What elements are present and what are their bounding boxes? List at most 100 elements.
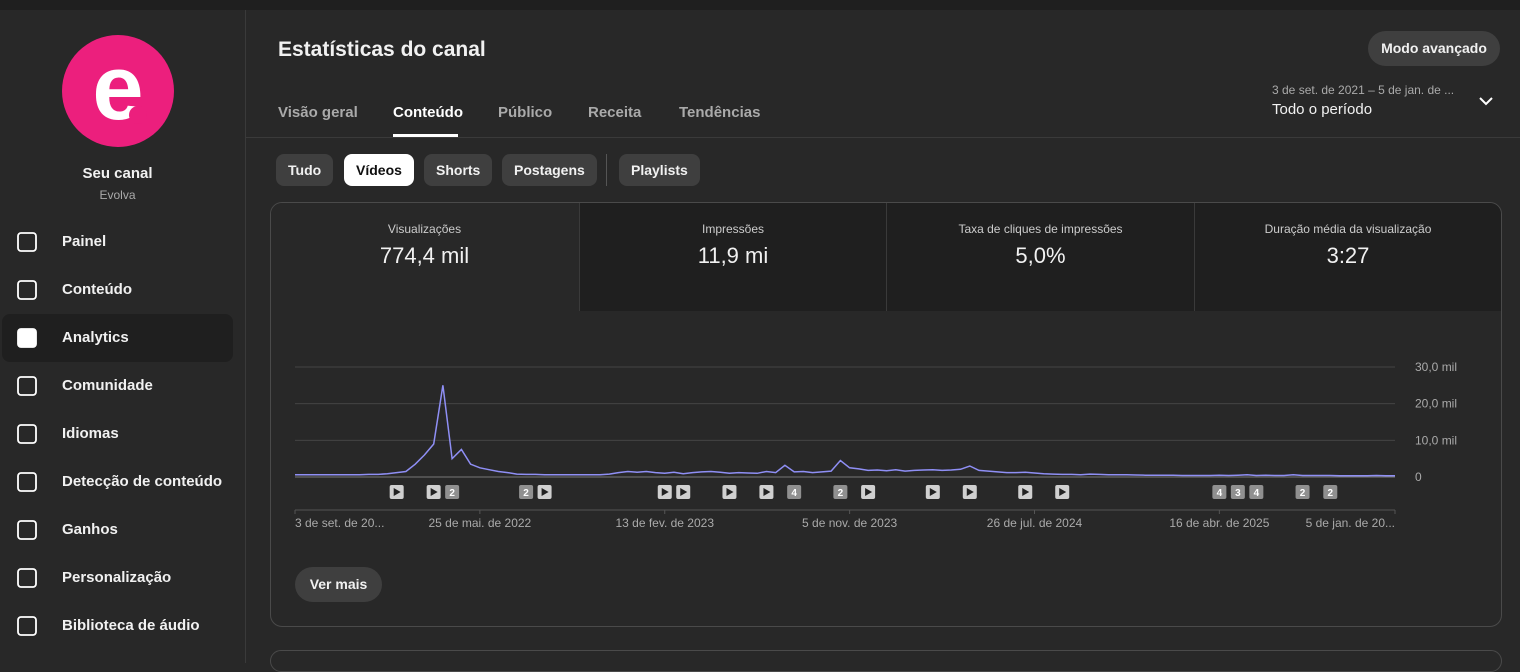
play-icon (393, 488, 401, 496)
metric-label: Taxa de cliques de impressões (958, 222, 1123, 236)
tab-indicator (393, 134, 458, 137)
nav-label: Biblioteca de áudio (62, 617, 200, 634)
nav-item[interactable]: Analytics (2, 314, 233, 362)
nav-label: Idiomas (62, 425, 119, 442)
nav-item[interactable]: Biblioteca de áudio (2, 602, 233, 650)
metric-label: Impressões (701, 222, 765, 236)
nav-icon (17, 520, 37, 540)
x-tick-label: 5 de nov. de 2023 (802, 516, 898, 530)
video-marker[interactable] (925, 485, 940, 499)
video-marker[interactable] (389, 485, 404, 499)
video-marker[interactable]: 2 (1323, 485, 1338, 499)
nav-icon (17, 232, 37, 252)
marker-count: 2 (1328, 488, 1334, 499)
nav-icon (17, 424, 37, 444)
tab[interactable]: Conteúdo (393, 104, 463, 121)
metric-label: Visualizações (387, 222, 462, 236)
date-range: 3 de set. de 2021 – 5 de jan. de ... (1272, 83, 1455, 97)
video-marker[interactable]: 2 (1295, 485, 1310, 499)
y-tick-label: 10,0 mil (1415, 433, 1457, 447)
marker-box (787, 485, 802, 499)
advanced-button[interactable]: Modo avançado (1368, 31, 1500, 66)
nav-item[interactable]: Conteúdo (2, 266, 233, 314)
nav-icon (17, 616, 37, 636)
next-card (270, 650, 1502, 672)
nav-label: Analytics (62, 329, 129, 346)
x-tick-label: 5 de jan. de 20... (1306, 516, 1395, 530)
marker-box (445, 485, 460, 499)
marker-count: 4 (1254, 488, 1260, 499)
nav-label: Ganhos (62, 521, 118, 538)
video-marker[interactable]: 2 (833, 485, 848, 499)
play-icon (763, 488, 771, 496)
play-icon (726, 488, 734, 496)
metric-tab[interactable]: Duração média da visualização 3:27 (1193, 203, 1501, 311)
filter-chip[interactable]: Tudo (276, 154, 334, 186)
metric-tab[interactable]: Taxa de cliques de impressões 5,0% (886, 203, 1194, 311)
nav-item[interactable]: Detecção de conteúdo (2, 458, 233, 506)
nav-item[interactable]: Painel (2, 218, 233, 266)
metric-tab[interactable]: Impressões 11,9 mi (578, 203, 887, 311)
marker-box (519, 485, 534, 499)
x-tick-label: 26 de jul. de 2024 (987, 516, 1083, 530)
video-marker[interactable] (962, 485, 977, 499)
video-marker[interactable] (722, 485, 737, 499)
video-marker[interactable] (861, 485, 876, 499)
nav-label: Detecção de conteúdo (62, 473, 223, 490)
nav-icon (17, 568, 37, 588)
play-icon (541, 488, 549, 496)
metric-value: 3:27 (1326, 243, 1370, 268)
video-marker[interactable]: 4 (787, 485, 802, 499)
video-marker[interactable]: 4 (1249, 485, 1264, 499)
nav-item[interactable]: Personalização (2, 554, 233, 602)
video-marker[interactable] (1018, 485, 1033, 499)
play-icon (966, 488, 974, 496)
video-marker[interactable] (759, 485, 774, 499)
video-marker[interactable]: 3 (1230, 485, 1245, 499)
video-marker[interactable]: 2 (445, 485, 460, 499)
x-tick-label: 13 de fev. de 2023 (615, 516, 714, 530)
marker-count: 2 (449, 488, 455, 499)
video-marker[interactable] (1055, 485, 1070, 499)
tab[interactable]: Visão geral (278, 104, 358, 121)
channel-avatar[interactable]: e (62, 35, 174, 147)
play-icon (680, 488, 688, 496)
nav-icon (17, 328, 37, 348)
tab[interactable]: Público (498, 104, 553, 121)
marker-count: 4 (1217, 488, 1223, 499)
play-icon (1022, 488, 1030, 496)
divider (245, 137, 1520, 138)
video-marker[interactable] (657, 485, 672, 499)
period[interactable]: Todo o período (1272, 101, 1373, 118)
sidebar: e Seu canal Evolva Painel Conteúdo Analyti… (0, 10, 246, 663)
metric-tab[interactable]: Visualizações 774,4 mil (271, 203, 578, 311)
nav-icon (17, 472, 37, 492)
tab[interactable]: Tendências (679, 104, 761, 121)
video-marker[interactable]: 2 (519, 485, 534, 499)
filter-chip[interactable]: Postagens (502, 154, 597, 186)
video-marker[interactable] (537, 485, 552, 499)
video-marker[interactable] (676, 485, 691, 499)
nav-item[interactable]: Ganhos (2, 506, 233, 554)
nav-label: Painel (62, 233, 107, 250)
play-icon (929, 488, 937, 496)
marker-count: 2 (1300, 488, 1306, 499)
nav-item[interactable]: Comunidade (2, 362, 233, 410)
video-marker[interactable] (426, 485, 441, 499)
nav-label: Comunidade (62, 377, 153, 394)
more-button[interactable]: Ver mais (295, 567, 382, 602)
tab[interactable]: Receita (588, 104, 642, 121)
dropdown-icon[interactable] (1478, 95, 1494, 107)
filter-chip[interactable]: Shorts (424, 154, 493, 186)
marker-box (833, 485, 848, 499)
chart: 0 10,0 mil 20,0 mil 30,0 mil 3 de set. de 20… (294, 360, 1457, 530)
nav-item[interactable]: Idiomas (2, 410, 233, 458)
filter-chip[interactable]: Vídeos (344, 154, 414, 186)
nav-label: Conteúdo (62, 281, 132, 298)
marker-box (1295, 485, 1310, 499)
video-marker[interactable]: 4 (1212, 485, 1227, 499)
filter-chip[interactable]: Playlists (619, 154, 700, 186)
y-tick-label: 0 (1415, 470, 1422, 484)
page-title: Estatísticas do canal (278, 38, 486, 61)
